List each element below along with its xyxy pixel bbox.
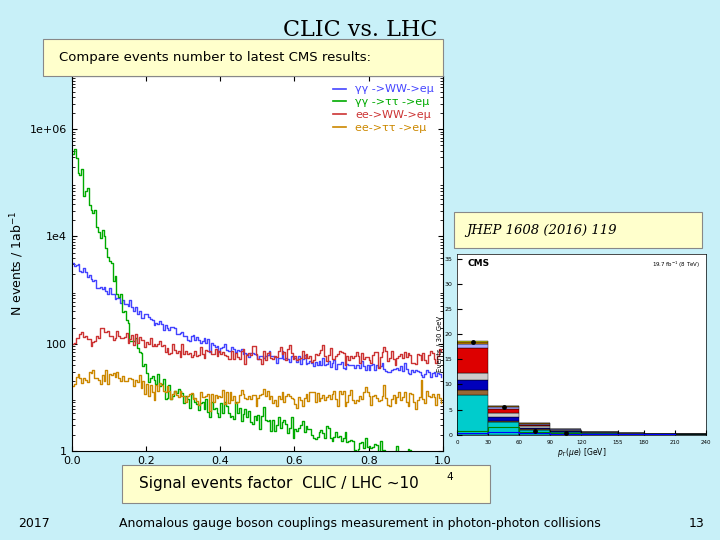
Text: CLIC vs. LHC: CLIC vs. LHC (283, 19, 437, 41)
Bar (488, 413, 519, 417)
Legend: γγ ->WW->eμ, γγ ->ττ ->eμ, ee->WW->eμ, ee->ττ ->eμ: γγ ->WW->eμ, γγ ->ττ ->eμ, ee->WW->eμ, e… (330, 81, 437, 136)
Bar (457, 390, 488, 395)
Bar (457, 342, 488, 344)
X-axis label: $p_T(\mu e)$ [GeV]: $p_T(\mu e)$ [GeV] (557, 446, 606, 459)
Bar (457, 348, 488, 373)
Bar (488, 421, 519, 422)
Text: Signal events factor  CLIC / LHC ~10: Signal events factor CLIC / LHC ~10 (139, 476, 419, 491)
Bar (582, 433, 618, 435)
Point (467, 338, 479, 346)
Bar (550, 430, 582, 431)
Text: 2017: 2017 (18, 517, 50, 530)
Point (560, 429, 572, 437)
Bar (457, 373, 488, 380)
Bar (519, 428, 550, 429)
Text: Anomalous gauge boson couplings measurement in photon-photon collisions: Anomalous gauge boson couplings measurem… (119, 517, 601, 530)
Text: Compare events number to latest CMS results:: Compare events number to latest CMS resu… (59, 51, 371, 64)
Y-axis label: N events / 1ab$^{-1}$: N events / 1ab$^{-1}$ (8, 211, 26, 316)
Bar (488, 422, 519, 435)
Bar (488, 417, 519, 421)
Bar (488, 409, 519, 413)
Text: 19.7 fb$^{-1}$ (8 TeV): 19.7 fb$^{-1}$ (8 TeV) (652, 259, 701, 269)
Text: 13: 13 (688, 517, 704, 530)
Bar (550, 432, 582, 435)
Bar (519, 430, 550, 435)
Bar (457, 344, 488, 348)
Point (529, 427, 541, 435)
Bar (519, 426, 550, 428)
Point (498, 403, 510, 411)
Text: CMS: CMS (467, 259, 490, 268)
Bar (457, 395, 488, 435)
X-axis label: $M_{e\mu}$ , TeV: $M_{e\mu}$ , TeV (225, 470, 290, 488)
Bar (618, 434, 644, 435)
Y-axis label: Events / 30 GeV: Events / 30 GeV (437, 316, 443, 372)
Text: 4: 4 (446, 472, 453, 482)
Bar (457, 380, 488, 390)
Bar (457, 341, 488, 342)
Bar (488, 407, 519, 409)
Bar (519, 424, 550, 426)
Text: JHEP 1608 (2016) 119: JHEP 1608 (2016) 119 (467, 224, 617, 237)
